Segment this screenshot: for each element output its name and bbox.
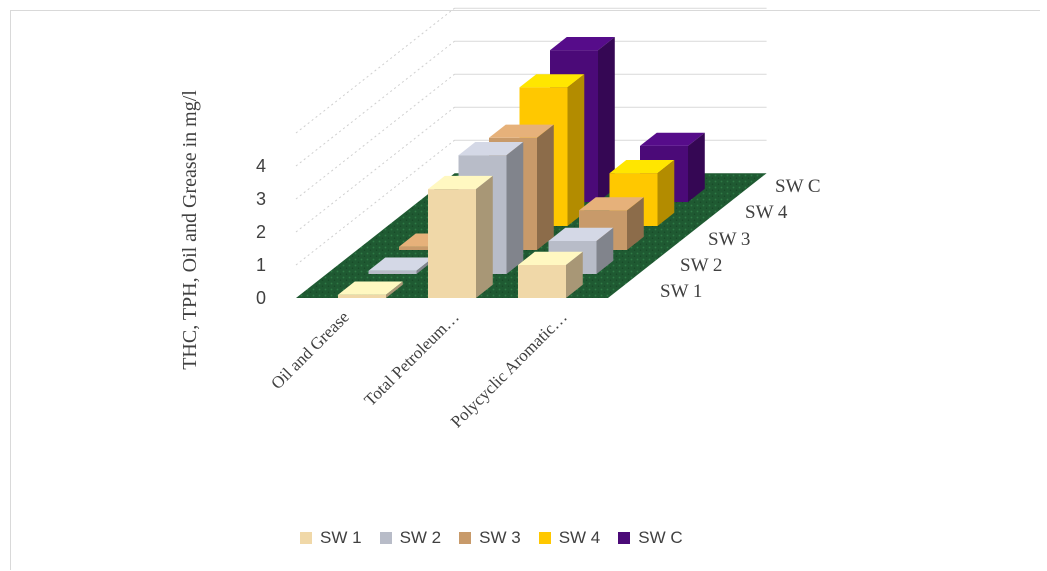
legend-item-sw4: SW 4 <box>538 528 601 548</box>
bar-side <box>688 132 705 202</box>
bar-side <box>476 175 493 298</box>
bar-side <box>598 37 615 202</box>
y-tick-label: 2 <box>256 222 266 242</box>
legend-swatch <box>538 532 551 544</box>
gridline-side <box>295 106 455 233</box>
bar-sw1-0 <box>338 281 403 298</box>
bar-front <box>428 189 476 298</box>
gridline-side <box>295 73 455 200</box>
series-depth-label: SW 4 <box>745 202 788 223</box>
bar-side <box>566 251 583 298</box>
legend-swatch <box>459 532 472 544</box>
bar-top <box>519 74 585 88</box>
y-axis-title: THC, TPH, Oil and Grease in mg/l <box>179 90 201 370</box>
bar-front <box>368 270 417 274</box>
bar-side <box>657 160 675 226</box>
legend-item-swc: SW C <box>618 528 683 548</box>
bar-side <box>506 142 524 274</box>
x-category-label: Oil and Grease <box>267 307 353 393</box>
bar-top <box>548 227 614 241</box>
legend-item-sw2: SW 2 <box>379 528 442 548</box>
bar-side <box>596 227 614 274</box>
bar-side <box>567 74 585 226</box>
bar-front <box>518 265 566 298</box>
legend: SW 1 SW 2 SW 3 SW 4 SW C <box>300 528 683 548</box>
bar-side <box>627 197 644 250</box>
y-tick-label: 0 <box>256 288 266 308</box>
x-category-label: Total Petroleum… <box>360 307 462 409</box>
bar-top <box>428 175 493 190</box>
y-tick-label: 4 <box>256 156 266 176</box>
legend-item-sw3: SW 3 <box>459 528 521 548</box>
bar-sw1-1 <box>428 175 493 298</box>
legend-swatch <box>379 532 392 544</box>
bar-top <box>518 251 583 265</box>
legend-swatch <box>618 532 631 544</box>
x-category-label: Polycyclic Aromatic… <box>447 307 571 431</box>
bar-sw1-2 <box>518 251 583 298</box>
bar-side <box>537 124 554 250</box>
legend-label: SW C <box>638 528 683 547</box>
bar-top <box>368 257 434 271</box>
bar-top <box>640 132 705 146</box>
legend-swatch <box>300 532 312 544</box>
series-depth-label: SW C <box>775 176 821 197</box>
bar-top <box>338 281 403 295</box>
legend-label: SW 4 <box>558 528 601 547</box>
gridline-side <box>295 7 455 134</box>
legend-label: SW 2 <box>399 528 442 547</box>
series-depth-label: SW 3 <box>708 229 750 250</box>
y-tick-label: 1 <box>256 255 266 275</box>
y-tick-label: 3 <box>256 189 266 209</box>
series-depth-label: SW 2 <box>680 255 722 276</box>
chart-frame <box>10 10 1040 570</box>
bar-front <box>338 294 386 298</box>
gridline-side <box>295 40 455 167</box>
legend-label: SW 1 <box>320 528 362 547</box>
bar-front <box>399 246 447 250</box>
legend-label: SW 3 <box>479 528 521 547</box>
gridline-side <box>295 139 455 266</box>
bar-top <box>609 160 675 174</box>
legend-item-sw1: SW 1 <box>300 528 362 548</box>
bar-side <box>386 281 403 298</box>
bar-top <box>489 124 554 138</box>
bar-top <box>458 142 524 156</box>
bar-top <box>579 197 644 211</box>
bar-top <box>550 37 615 51</box>
series-depth-label: SW 1 <box>660 281 702 302</box>
